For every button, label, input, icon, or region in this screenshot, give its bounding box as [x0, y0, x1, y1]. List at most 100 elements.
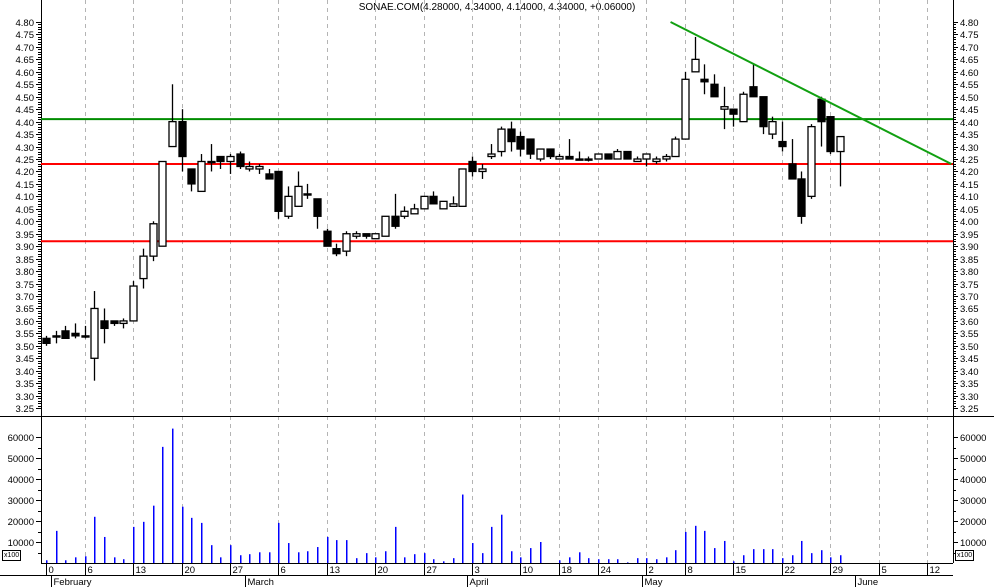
candle-body [139, 255, 148, 280]
candle [168, 84, 177, 148]
candle [478, 163, 487, 179]
candle [507, 121, 516, 152]
candle [681, 71, 690, 140]
volume-bar [114, 557, 116, 563]
candle [158, 160, 167, 247]
candle [371, 233, 380, 240]
price-label: 3.65 [16, 304, 35, 315]
candle [604, 153, 613, 160]
candle-body [642, 153, 651, 160]
date-label: 12 [930, 565, 941, 576]
candle-body [71, 332, 80, 337]
candle-body [236, 153, 245, 168]
volume-bar [782, 558, 784, 563]
volume-bar [637, 558, 639, 563]
candle [817, 96, 826, 147]
date-label: 13 [330, 565, 341, 576]
candle [42, 335, 51, 346]
candle-body [207, 160, 216, 164]
price-label: 3.80 [960, 267, 979, 278]
candle-body [178, 120, 187, 158]
price-label: 4.65 [16, 55, 35, 66]
candle-body [216, 155, 225, 163]
price-label: 4.70 [960, 43, 979, 54]
volume-bar [772, 549, 774, 563]
volume-bar [404, 557, 406, 563]
volume-bar [327, 536, 329, 563]
candle-body [284, 195, 293, 217]
volume-bar [714, 548, 716, 563]
price-label: 4.50 [16, 93, 35, 104]
volume-bar [346, 540, 348, 563]
date-label: 13 [136, 565, 147, 576]
price-label: 4.10 [960, 192, 979, 203]
volume-bar [433, 559, 435, 563]
price-label: 4.35 [960, 130, 979, 141]
volume-bar [336, 540, 338, 563]
candle-body [826, 116, 835, 153]
volume-bar [753, 549, 755, 563]
price-label: 4.35 [16, 130, 35, 141]
price-label: 3.45 [960, 354, 979, 365]
candle-body [807, 125, 816, 198]
candle-body [497, 128, 506, 153]
price-label: 3.40 [16, 367, 35, 378]
candle [700, 64, 709, 95]
candle [391, 193, 400, 229]
volume-label: 50000 [960, 454, 986, 465]
date-label: 27 [427, 565, 438, 576]
volume-bar [375, 557, 377, 563]
price-label: 3.95 [960, 230, 979, 241]
price-label: 3.60 [960, 317, 979, 328]
candle-body [81, 335, 90, 338]
volume-bar [695, 525, 697, 563]
candle-body [149, 223, 158, 257]
candle-body [778, 140, 787, 148]
price-label: 4.60 [16, 68, 35, 79]
date-label: 0 [49, 565, 54, 576]
volume-bar [617, 559, 619, 563]
price-label: 3.25 [16, 404, 35, 415]
volume-bar [104, 536, 106, 563]
candle-body [352, 233, 361, 237]
volume-label: 10000 [8, 538, 34, 549]
candle-body [158, 160, 167, 247]
candle [613, 149, 622, 160]
volume-label: 20000 [8, 517, 34, 528]
volume-bar [675, 550, 677, 563]
candle [294, 171, 303, 207]
volume-bar [501, 514, 503, 563]
candle [100, 308, 109, 344]
volume-label: 40000 [960, 475, 986, 486]
volume-bar [801, 540, 803, 563]
candle [187, 168, 196, 192]
candle-body [400, 210, 409, 217]
candle [691, 36, 700, 73]
candle [178, 109, 187, 172]
candle [216, 155, 225, 169]
date-label: 20 [185, 565, 196, 576]
volume-bar [356, 558, 358, 563]
price-label: 4.55 [960, 80, 979, 91]
candle-body [575, 158, 584, 161]
price-label: 4.15 [960, 180, 979, 191]
candle [313, 198, 322, 229]
candle [90, 291, 99, 381]
candle [555, 154, 564, 160]
volume-bar [85, 556, 87, 563]
candle [71, 323, 80, 339]
candle [207, 144, 216, 172]
candle [584, 156, 593, 162]
candle [749, 64, 758, 98]
volume-bar [278, 522, 280, 563]
candle-body [652, 158, 661, 163]
candle-body [720, 106, 729, 110]
month-label: March [248, 577, 274, 587]
candle [342, 231, 351, 257]
date-label: 3 [475, 565, 480, 576]
date-label: 6 [281, 565, 286, 576]
candle [236, 151, 245, 169]
price-label: 4.75 [960, 30, 979, 41]
candle [265, 168, 274, 180]
volume-bar [821, 550, 823, 563]
